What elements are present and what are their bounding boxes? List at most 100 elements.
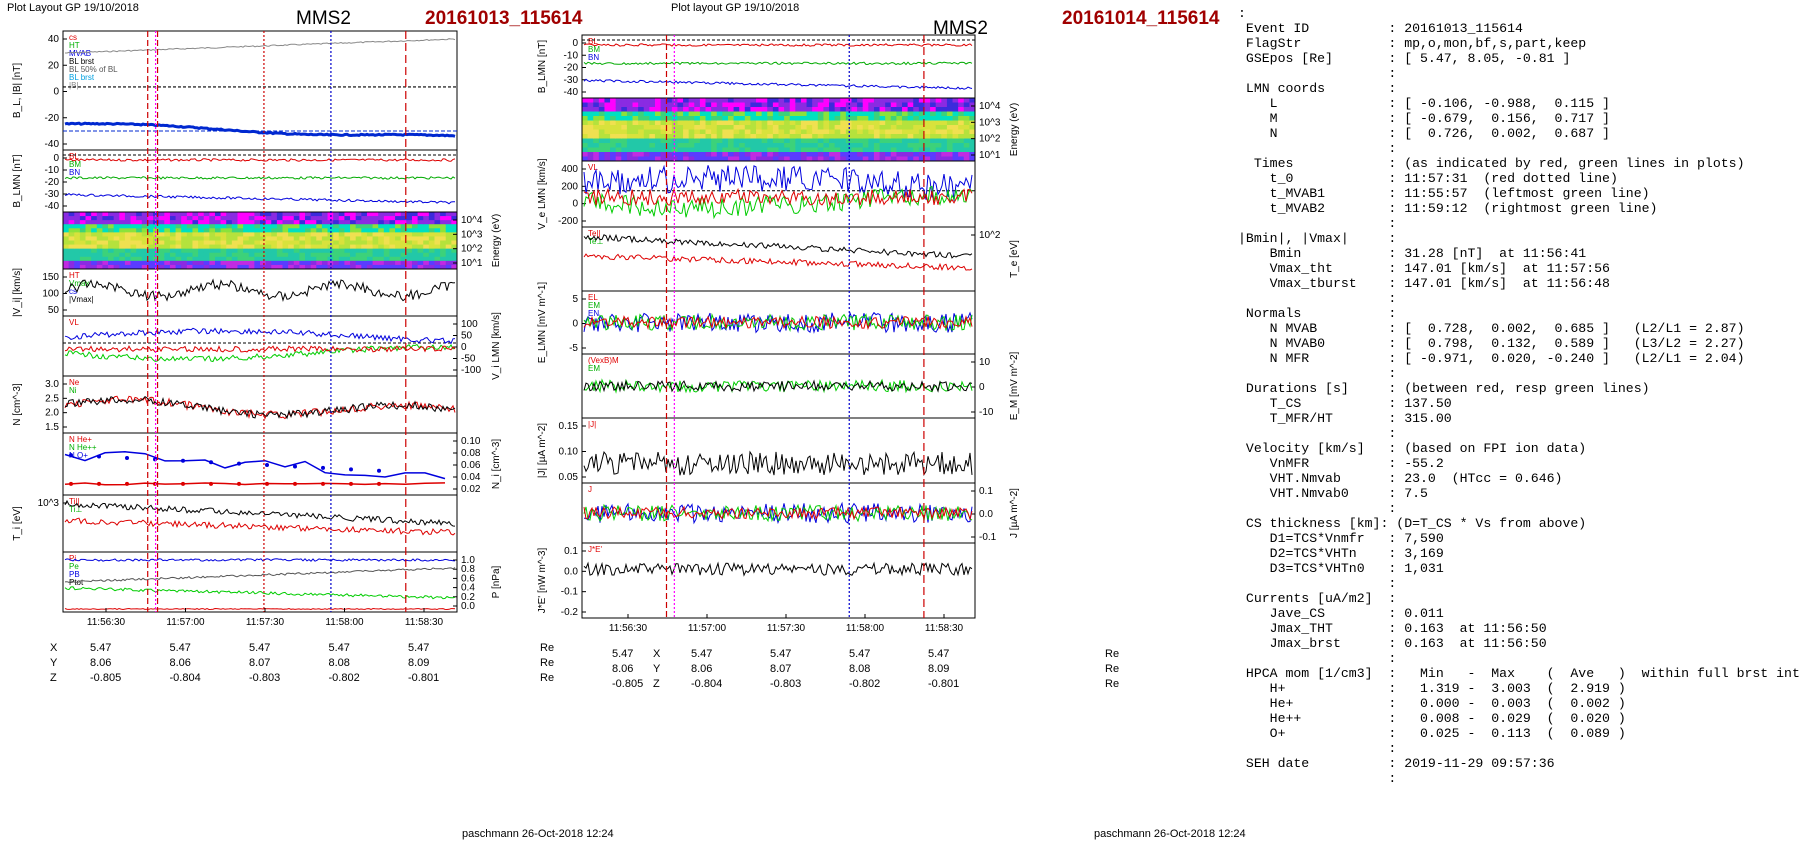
left-tick-label: -10 — [45, 165, 60, 176]
right-trace — [583, 505, 973, 521]
right-legend-entry: VL — [588, 163, 598, 172]
left-tick-label: 10^3 — [38, 498, 60, 509]
right-trace — [584, 501, 973, 525]
right-legend-entry: BN — [588, 53, 599, 62]
left-trace — [64, 558, 456, 562]
right-tick-label: 400 — [561, 164, 578, 175]
left-coord-value: -0.801 — [408, 672, 440, 684]
right-tick-label: -0.1 — [561, 587, 579, 598]
right-ylabel: Energy (eV) — [1009, 103, 1020, 156]
left-legend-entry: |Vmax| — [69, 295, 94, 304]
left-tick-label: 1.0 — [461, 555, 475, 566]
right-time-label: 11:58:00 — [846, 623, 885, 634]
right-legend-entry: EN — [588, 309, 599, 318]
right-coord-value: 8.08 — [849, 663, 871, 675]
left-tick-label: 0 — [461, 342, 467, 353]
left-trace — [64, 395, 456, 420]
left-legend-entry: BM — [69, 160, 81, 169]
right-trace — [583, 164, 973, 201]
left-data-point — [377, 468, 381, 473]
left-coord-value: 5.47 — [328, 642, 350, 654]
right-trace — [583, 450, 973, 476]
right-legend-entry: Te|| — [588, 229, 601, 238]
left-tick-label: 0.06 — [461, 460, 481, 471]
left-tick-label: 0 — [53, 153, 59, 164]
right-trace — [583, 253, 973, 272]
left-trace — [64, 327, 456, 345]
left-trace — [64, 345, 456, 353]
left-tick-label: 2.5 — [45, 393, 59, 404]
left-data-point — [97, 481, 101, 486]
left-coord-unit: Re — [540, 672, 555, 684]
left-ylabel: |V_i| [km/s] — [12, 268, 23, 317]
right-tick-label: 0 — [572, 319, 578, 330]
left-data-point — [349, 467, 353, 472]
left-tick-label: 0.6 — [461, 573, 475, 584]
right-tick-label: 0 — [572, 199, 578, 210]
right-coord-value: 5.47 — [770, 648, 792, 660]
right-trace — [583, 561, 973, 577]
right-tick-label: 5 — [572, 294, 578, 305]
right-coord-value: 5.47 — [612, 648, 634, 660]
left-coord-value: 5.47 — [90, 642, 112, 654]
right-time-label: 11:58:30 — [925, 623, 964, 634]
left-coord-value: -0.803 — [249, 672, 281, 684]
right-tick-label: -40 — [564, 87, 579, 98]
right-legend-entry: BL — [588, 37, 598, 46]
left-time-label: 11:58:00 — [325, 617, 364, 628]
right-trace — [583, 78, 973, 90]
right-tick-label: 0.15 — [559, 421, 579, 432]
right-tick-label: 10^2 — [979, 230, 1001, 241]
left-tick-label: -30 — [45, 189, 60, 200]
right-tick-label: 0.1 — [564, 546, 578, 557]
right-coord-value: -0.801 — [928, 678, 960, 690]
right-trace — [583, 311, 973, 334]
right-trace — [583, 187, 973, 207]
left-trace — [65, 38, 456, 54]
right-legend-entry: J — [588, 485, 592, 494]
right-ylabel: E_M [mV m^-2] — [1009, 351, 1020, 420]
right-legend-entry: |J| — [588, 420, 596, 429]
right-tick-label: -10 — [564, 50, 579, 61]
left-time-label: 11:58:30 — [405, 617, 444, 628]
left-panel-frame-8 — [62, 551, 458, 613]
right-time-label: 11:57:30 — [767, 623, 806, 634]
right-tick-label: 0.0 — [564, 566, 578, 577]
left-tick-label: 0.2 — [461, 592, 475, 603]
left-legend-entry: Ni — [69, 386, 77, 395]
left-tick-label: 10^1 — [461, 258, 483, 269]
left-data-point — [237, 461, 241, 466]
left-trace — [64, 176, 456, 180]
left-trace — [64, 567, 456, 583]
left-coord-value: 8.08 — [328, 657, 350, 669]
right-trace — [583, 61, 973, 66]
left-layout-header: Plot Layout GP 19/10/2018 — [7, 2, 139, 14]
right-tick-label: 0.10 — [559, 447, 579, 458]
left-coord-value: 5.47 — [169, 642, 191, 654]
right-coord-value: -0.804 — [691, 678, 723, 690]
left-data-point — [293, 481, 297, 486]
left-legend-entry: N He++ — [69, 443, 97, 452]
left-tick-label: 0.0 — [461, 601, 475, 612]
left-panel-frame-7 — [62, 494, 458, 553]
right-layout-header: Plot layout GP 19/10/2018 — [671, 2, 800, 14]
right-coord-label: Z — [653, 678, 660, 690]
left-tick-label: 20 — [48, 60, 60, 71]
right-coord-value: -0.805 — [612, 678, 644, 690]
left-coord-value: -0.804 — [169, 672, 201, 684]
left-trace — [64, 517, 456, 536]
left-coord-value: 8.06 — [90, 657, 112, 669]
right-tick-label: 10^1 — [979, 150, 1001, 161]
right-ylabel: T_e [eV] — [1009, 240, 1020, 278]
right-ylabel: |J| [µA m^-2] — [537, 423, 548, 478]
left-data-point — [125, 455, 129, 460]
right-legend-entry: (VexB)M — [588, 356, 619, 365]
right-ylabel: B_LMN [nT] — [537, 40, 548, 94]
right-tick-label: -20 — [564, 63, 579, 74]
right-legend-entry: Te⊥ — [588, 237, 603, 246]
right-panel-frame-8 — [581, 542, 976, 619]
left-tick-label: 0.04 — [461, 472, 481, 483]
left-coord-value: -0.802 — [328, 672, 360, 684]
right-tick-label: 10^2 — [979, 134, 1001, 145]
